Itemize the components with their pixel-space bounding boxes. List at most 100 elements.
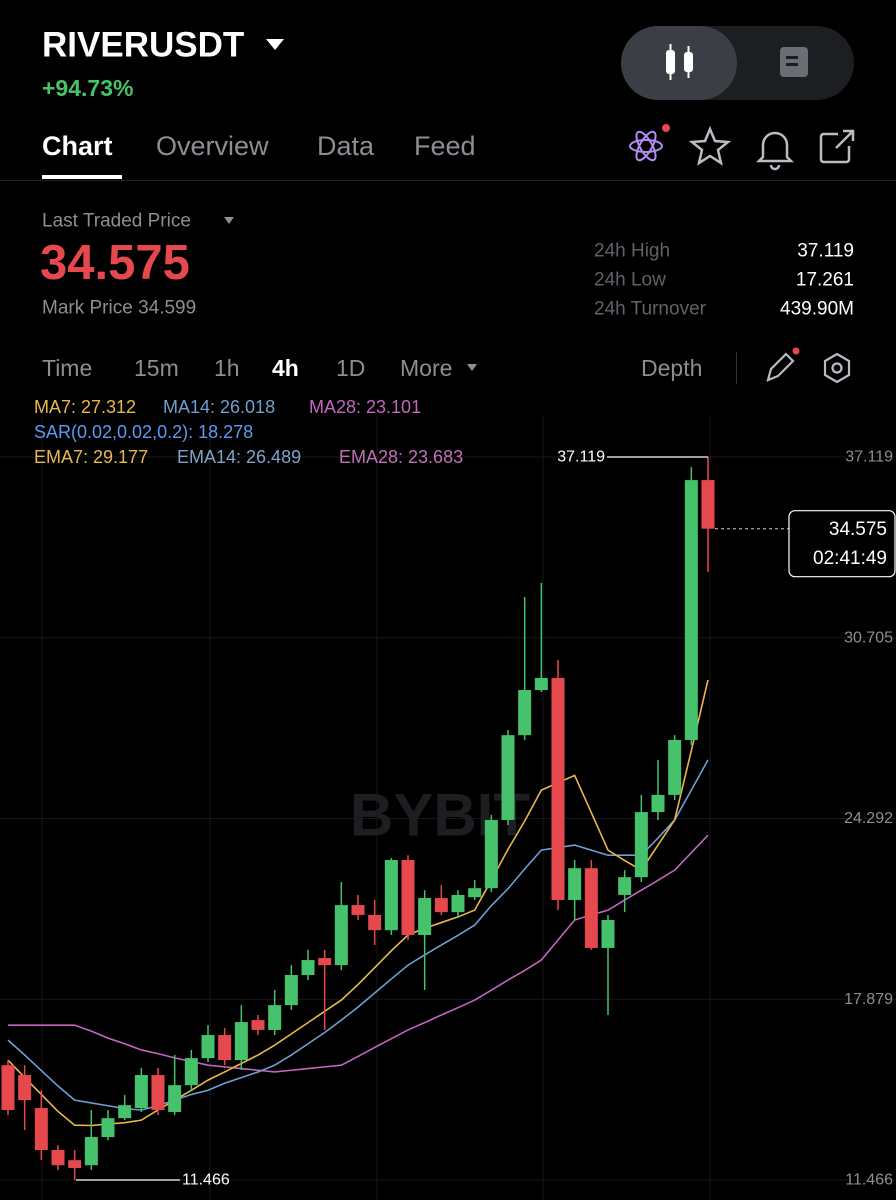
badge — [792, 347, 800, 355]
y-tick-label: 37.119 — [845, 449, 893, 466]
symbol[interactable]: RIVERUSDT — [42, 26, 244, 65]
draw-icon[interactable] — [766, 352, 795, 382]
low-label: 11.466 — [182, 1172, 230, 1189]
candle-body — [1, 1065, 15, 1110]
candle-body — [434, 898, 448, 913]
candle-body — [384, 860, 398, 931]
depth[interactable]: Depth — [641, 355, 702, 381]
candle-body — [318, 958, 332, 966]
candle-body — [568, 868, 582, 901]
candle-body — [134, 1075, 148, 1109]
candle-body — [701, 480, 715, 529]
watermark: BYBIT — [350, 782, 530, 849]
favorite-icon[interactable] — [688, 125, 732, 166]
tab[interactable]: Feed — [414, 131, 476, 161]
indicator: EMA28: 23.683 — [339, 447, 463, 467]
stat-value: 37.119 — [797, 241, 854, 262]
candle-body — [84, 1137, 98, 1166]
candle-body — [251, 1020, 265, 1030]
tab[interactable]: Overview — [156, 131, 269, 161]
last-price-value: 34.575 — [829, 519, 887, 540]
stat-label: 24h Low — [594, 270, 666, 291]
candle-body — [551, 677, 565, 901]
symbol-dropdown[interactable] — [266, 39, 284, 50]
interval[interactable]: 4h — [272, 355, 299, 381]
share-icon[interactable] — [819, 129, 855, 164]
separator — [736, 352, 737, 384]
candle-body — [601, 920, 615, 948]
candle-body — [518, 690, 532, 736]
price-change: +94.73% — [42, 75, 133, 101]
toggle-chart[interactable] — [621, 26, 737, 100]
stat-label: 24h Turnover — [594, 299, 707, 320]
candle-body — [334, 905, 348, 966]
indicator: EMA14: 26.489 — [177, 447, 301, 467]
candle-body — [501, 735, 515, 820]
candle-body — [418, 898, 432, 935]
mark-price: Mark Price 34.599 — [42, 298, 196, 319]
candle-body — [301, 960, 315, 975]
interval[interactable]: 1h — [214, 355, 240, 381]
candle-body — [168, 1085, 182, 1112]
interval[interactable]: 1D — [336, 355, 365, 381]
price-label[interactable]: Last Traded Price — [42, 211, 191, 232]
indicator: MA14: 26.018 — [163, 397, 275, 417]
ma-line — [8, 834, 709, 1073]
price-dropdown[interactable] — [224, 217, 234, 224]
ai-icon[interactable] — [629, 129, 663, 163]
candle-body — [651, 794, 665, 813]
indicator: MA7: 27.312 — [34, 397, 136, 417]
candle-body — [101, 1118, 115, 1138]
tab[interactable]: Chart — [42, 131, 113, 161]
interval[interactable]: More — [400, 355, 452, 381]
candle-body — [18, 1075, 32, 1101]
last-price-box — [788, 510, 896, 578]
indicator: MA28: 23.101 — [309, 397, 421, 417]
last-price: 34.575 — [40, 236, 190, 290]
candle-body — [468, 888, 482, 898]
y-tick-label: 30.705 — [844, 629, 893, 646]
y-tick-label: 24.292 — [844, 810, 893, 827]
indicator: EMA7: 29.177 — [34, 447, 148, 467]
settings-icon[interactable] — [823, 352, 851, 384]
candle-body — [184, 1058, 198, 1086]
candle-body — [234, 1022, 248, 1061]
candle-body — [484, 819, 498, 889]
interval[interactable]: Time — [42, 355, 92, 381]
candle-body — [268, 1005, 282, 1030]
candle-body — [118, 1105, 132, 1119]
stat-value: 439.90M — [780, 299, 854, 320]
interval[interactable]: 15m — [134, 355, 179, 381]
candle-body — [401, 860, 415, 935]
candle-icon — [666, 44, 693, 80]
candle-body — [368, 914, 382, 931]
candle-body — [668, 739, 682, 795]
tab-underline — [42, 175, 122, 179]
candle-body — [151, 1075, 165, 1110]
candle-body — [34, 1108, 48, 1151]
candle-body — [534, 677, 548, 691]
candle-body — [201, 1035, 215, 1059]
ma-line — [7, 679, 709, 1127]
candle-body — [51, 1150, 65, 1166]
candle-body — [584, 868, 598, 948]
tab[interactable]: Data — [317, 131, 375, 161]
alert-icon[interactable] — [755, 131, 795, 171]
stat-label: 24h High — [594, 241, 670, 262]
candle-body — [618, 877, 632, 895]
candle-body — [684, 480, 698, 740]
stat-value: 17.261 — [796, 270, 854, 291]
more-dropdown[interactable] — [467, 364, 477, 371]
high-label: 37.119 — [557, 449, 605, 466]
candle-body — [351, 905, 365, 915]
candle-body — [68, 1160, 82, 1169]
settings-icon-center — [831, 362, 843, 374]
candle-body — [634, 812, 648, 878]
indicator: SAR(0.02,0.02,0.2): 18.278 — [34, 422, 253, 442]
y-tick-label: 11.466 — [845, 1172, 893, 1189]
candle-body — [284, 974, 298, 1006]
countdown: 02:41:49 — [813, 548, 887, 569]
y-tick-label: 17.879 — [844, 991, 893, 1008]
candle-body — [218, 1035, 232, 1061]
news-icon[interactable] — [780, 47, 808, 77]
